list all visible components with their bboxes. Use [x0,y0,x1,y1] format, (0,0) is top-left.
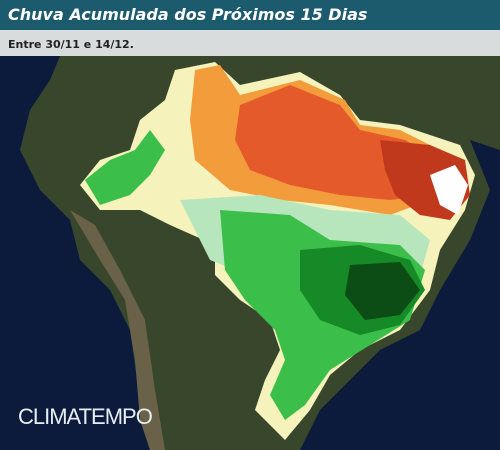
rain-white [430,165,468,215]
rain-north-green [85,130,165,205]
title-bar: Chuva Acumulada dos Próximos 15 Dias [0,0,500,30]
watermark: CLIMATEMPO [18,404,153,429]
andes [70,210,165,450]
title: Chuva Acumulada dos Próximos 15 Dias [8,5,368,24]
subtitle: Entre 30/11 e 14/12. [8,38,134,51]
rain-darkest-green [345,262,420,320]
subtitle-bar: Entre 30/11 e 14/12. [0,30,500,56]
